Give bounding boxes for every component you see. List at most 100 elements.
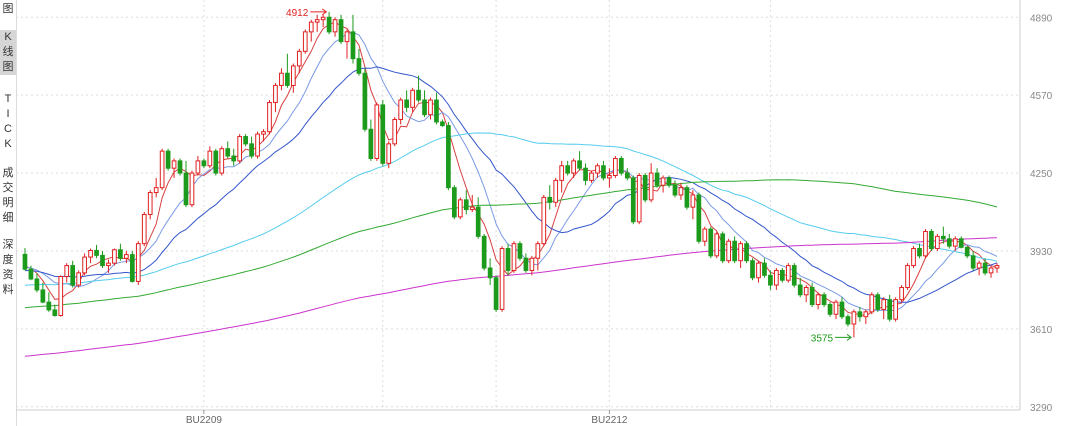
candle-up bbox=[106, 262, 111, 267]
candle-down bbox=[249, 143, 254, 157]
candle-up bbox=[935, 235, 940, 250]
candle-down bbox=[982, 262, 988, 274]
candle-up bbox=[428, 99, 433, 116]
side-tab-chart-partial[interactable]: 图 bbox=[0, 2, 16, 17]
side-tab-char: 成 bbox=[2, 167, 14, 179]
candle-up bbox=[988, 267, 994, 274]
candle-up bbox=[553, 179, 559, 203]
candle-up bbox=[308, 21, 314, 33]
side-tab-char: I bbox=[6, 108, 10, 120]
candle-up bbox=[88, 249, 93, 258]
candle-down bbox=[231, 155, 237, 162]
candle-up bbox=[559, 165, 565, 181]
candle-up bbox=[785, 265, 791, 281]
candle-up bbox=[320, 16, 326, 21]
candle-down bbox=[672, 184, 678, 196]
candle-down bbox=[201, 160, 207, 167]
side-tab-char: 深 bbox=[2, 239, 14, 251]
candle-up bbox=[881, 299, 887, 310]
side-tab-depth-data[interactable]: 深度资料 bbox=[0, 238, 16, 298]
candle-down bbox=[70, 265, 76, 286]
candle-up bbox=[994, 265, 1000, 269]
extreme-marker-label: 4912 bbox=[286, 8, 309, 19]
candle-up bbox=[535, 243, 541, 259]
candle-down bbox=[839, 301, 845, 318]
candle-up bbox=[726, 240, 732, 262]
price-tick-label: 3290 bbox=[1030, 403, 1053, 414]
candle-down bbox=[517, 243, 523, 259]
candle-down bbox=[177, 160, 183, 174]
candle-down bbox=[720, 233, 726, 262]
candle-up bbox=[595, 165, 600, 174]
candle-up bbox=[135, 243, 141, 282]
candle-up bbox=[124, 254, 129, 259]
candle-up bbox=[374, 104, 380, 159]
candle-up bbox=[195, 160, 201, 174]
candle-down bbox=[165, 150, 171, 169]
candle-up bbox=[112, 249, 117, 264]
candle-down bbox=[475, 206, 481, 237]
candle-down bbox=[118, 249, 123, 259]
candle-up bbox=[58, 276, 64, 316]
candle-down bbox=[362, 72, 368, 130]
candle-down bbox=[446, 125, 451, 189]
candle-up bbox=[261, 131, 266, 135]
candle-down bbox=[875, 294, 881, 310]
side-tab-char: K bbox=[4, 31, 12, 43]
candle-down bbox=[732, 240, 737, 262]
candle-down bbox=[940, 235, 946, 240]
candle-down bbox=[577, 160, 582, 169]
candle-down bbox=[768, 274, 773, 286]
candle-up bbox=[899, 286, 904, 301]
candle-up bbox=[511, 243, 517, 271]
candle-down bbox=[46, 301, 52, 311]
candle-down bbox=[505, 248, 511, 271]
candle-up bbox=[893, 299, 898, 320]
candle-down bbox=[368, 128, 374, 159]
candle-up bbox=[267, 101, 272, 133]
candle-down bbox=[380, 104, 386, 164]
candle-up bbox=[905, 265, 910, 288]
candle-down bbox=[827, 304, 833, 315]
candle-up bbox=[279, 72, 284, 86]
candle-down bbox=[929, 230, 934, 250]
candle-down bbox=[22, 253, 28, 270]
candle-down bbox=[487, 267, 493, 279]
candle-down bbox=[350, 31, 356, 60]
candle-up bbox=[159, 150, 165, 189]
candle-down bbox=[451, 187, 457, 218]
candle-down bbox=[440, 121, 445, 127]
candle-down bbox=[762, 262, 767, 276]
candle-down bbox=[624, 172, 630, 179]
candle-up bbox=[302, 31, 308, 52]
candle-down bbox=[797, 284, 803, 296]
candle-down bbox=[28, 268, 34, 280]
candle-up bbox=[332, 19, 338, 33]
ma120-line bbox=[24, 179, 998, 309]
candle-down bbox=[285, 72, 290, 86]
extreme-marker-arrow bbox=[321, 8, 328, 16]
candle-up bbox=[82, 256, 87, 274]
candle-down bbox=[183, 172, 189, 206]
candle-down bbox=[601, 165, 606, 179]
side-tab-char: 线 bbox=[2, 46, 14, 58]
price-tick-label: 3610 bbox=[1030, 325, 1053, 336]
candle-up bbox=[976, 262, 982, 269]
side-tab-trade-details[interactable]: 成交明细 bbox=[0, 166, 16, 226]
candle-up bbox=[457, 199, 463, 218]
candle-up bbox=[219, 148, 225, 174]
candle-down bbox=[434, 99, 439, 123]
candle-down bbox=[481, 235, 487, 269]
candle-up bbox=[386, 143, 392, 164]
candle-up bbox=[237, 136, 243, 162]
candle-down bbox=[100, 254, 105, 267]
candle-up bbox=[499, 248, 505, 310]
candle-down bbox=[821, 294, 827, 306]
candle-down bbox=[744, 243, 749, 262]
candle-down bbox=[52, 309, 58, 316]
candle-up bbox=[851, 311, 857, 325]
